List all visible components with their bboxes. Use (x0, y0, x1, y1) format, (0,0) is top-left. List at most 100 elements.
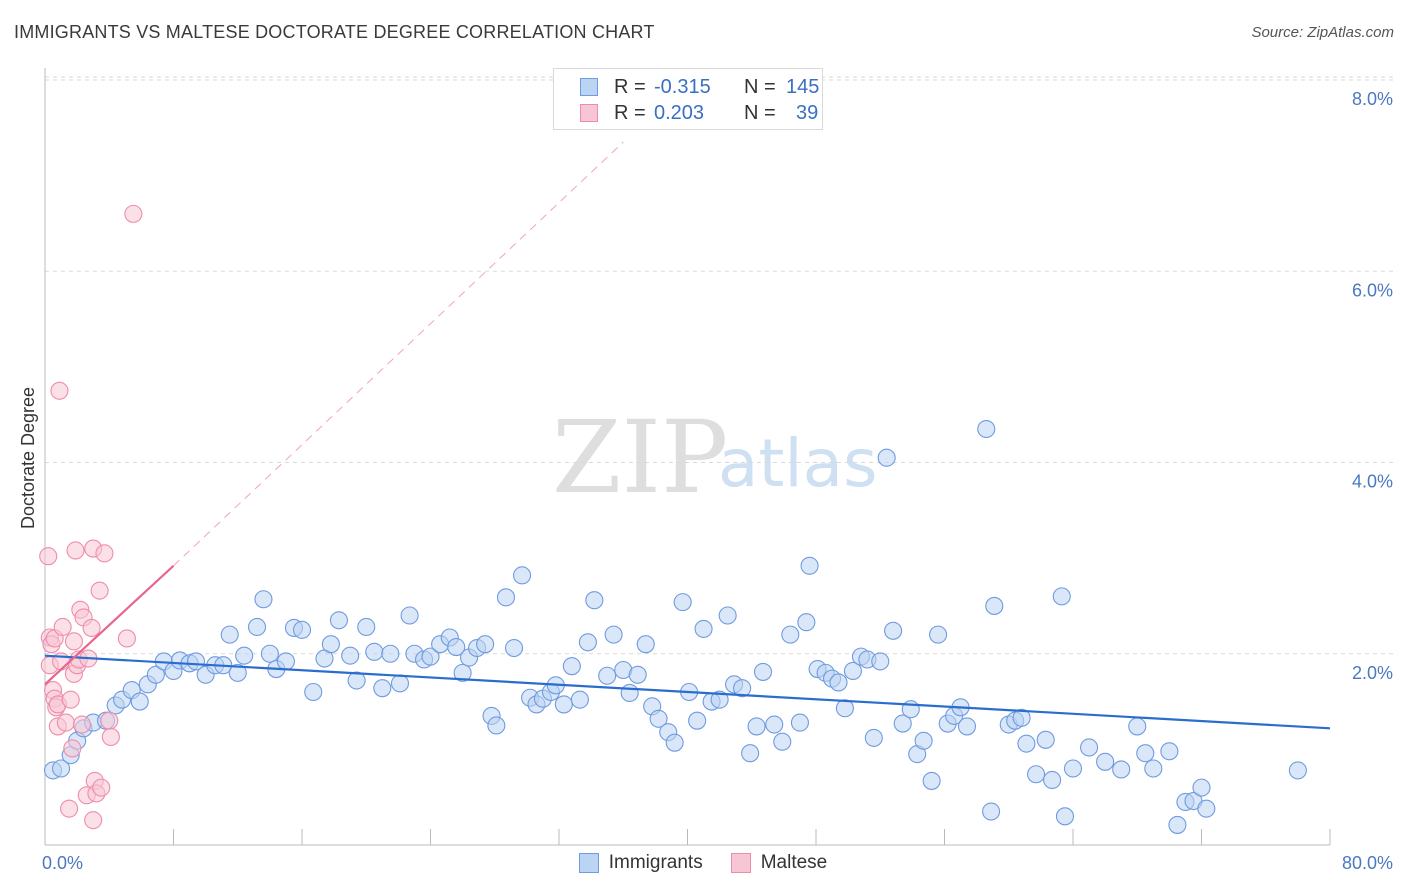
maltese-trend-extension (173, 141, 624, 567)
immigrants-point (1052, 587, 1071, 606)
immigrants-point (982, 802, 1001, 821)
immigrants-point (341, 646, 360, 665)
immigrants-point (254, 590, 273, 609)
immigrants-point (781, 625, 800, 644)
immigrants-point (800, 556, 819, 575)
maltese-point (117, 629, 136, 648)
immigrants-point (977, 419, 996, 439)
immigrants-point (476, 635, 495, 654)
immigrants-point (694, 619, 713, 638)
immigrants-point (1197, 799, 1216, 818)
maltese-point (100, 711, 119, 730)
immigrants-point (373, 679, 392, 698)
immigrants-point (1027, 765, 1046, 784)
immigrants-point (1096, 752, 1115, 771)
y-tick-label: 2.0% (1352, 663, 1393, 683)
immigrants-point (665, 733, 684, 752)
maltese-point (101, 727, 120, 746)
legend-n-label: N = (744, 101, 776, 124)
maltese-point (82, 618, 101, 637)
immigrants-point (790, 713, 809, 732)
maltese-point (124, 204, 143, 223)
immigrants-point (578, 633, 597, 652)
immigrants-point (673, 593, 692, 612)
immigrants-point (220, 625, 239, 644)
grid-layer (45, 76, 1395, 655)
immigrants-point (570, 690, 589, 709)
y-tick-label: 8.0% (1352, 89, 1393, 109)
maltese-point (53, 617, 72, 637)
maltese-point (61, 690, 80, 709)
series-swatch-maltese (730, 853, 751, 873)
immigrants-point (741, 744, 760, 763)
legend-swatch-immigrants (580, 78, 598, 96)
series-legend-maltese[interactable]: Maltese (730, 852, 827, 874)
y-axis-label: Doctorate Degree (18, 387, 38, 529)
axis-layer: 2.0% 4.0% 6.0% 8.0% 0.0% 80.0% (42, 68, 1393, 873)
immigrants-point (797, 613, 816, 632)
legend-r-value: -0.315 (654, 75, 711, 98)
immigrants-point (829, 673, 848, 692)
legend-r-label: R = (614, 101, 646, 124)
immigrants-point (871, 652, 890, 671)
maltese-point (39, 547, 58, 566)
immigrants-point (864, 728, 883, 747)
immigrants-point (400, 606, 419, 625)
immigrants-point (649, 709, 668, 728)
immigrants-point (554, 695, 573, 714)
immigrants-point (496, 588, 516, 607)
legend-row-maltese: R = 0.203 N = 39 (580, 101, 818, 125)
series-legend: Immigrants Maltese (0, 852, 1406, 874)
immigrants-point (718, 606, 737, 625)
trend-layer (44, 141, 1331, 730)
watermark-zip: ZIP (552, 399, 728, 516)
immigrants-point (504, 638, 524, 658)
series-legend-immigrants[interactable]: Immigrants (578, 852, 703, 874)
immigrants-point (347, 671, 366, 690)
immigrants-point (1288, 761, 1307, 780)
maltese-point (72, 715, 91, 734)
immigrants-point (1017, 734, 1036, 753)
immigrants-point (381, 644, 400, 663)
immigrants-point (604, 625, 623, 644)
immigrants-point (1160, 742, 1179, 761)
maltese-point (92, 778, 111, 797)
legend-swatch-maltese (580, 104, 598, 122)
y-tick-label: 6.0% (1352, 280, 1393, 300)
immigrants-point (1043, 770, 1062, 790)
immigrants-point (835, 699, 854, 718)
immigrants-point (487, 716, 506, 735)
immigrants-point (628, 665, 647, 684)
maltese-point (56, 713, 75, 732)
immigrants-point (235, 646, 254, 665)
immigrants-point (985, 596, 1004, 615)
immigrants-point (146, 665, 165, 684)
immigrants-point (747, 717, 766, 736)
immigrants-point (733, 679, 752, 698)
immigrants-point (753, 662, 773, 681)
source-label: Source: ZipAtlas.com (1251, 24, 1394, 41)
immigrants-point (884, 621, 903, 640)
immigrants-point (1112, 760, 1131, 779)
immigrants-point (247, 617, 267, 637)
immigrants-point (228, 663, 247, 682)
immigrants-point (620, 683, 639, 703)
immigrants-point (329, 611, 348, 630)
immigrants-point (1144, 759, 1163, 778)
maltese-point (60, 799, 79, 818)
immigrants-point (513, 566, 532, 585)
immigrants-point (893, 714, 912, 733)
legend-r-value: 0.203 (654, 101, 705, 124)
immigrants-point (585, 591, 604, 610)
immigrants-point (929, 625, 948, 644)
maltese-point (50, 381, 69, 400)
maltese-point (63, 739, 82, 758)
watermark-atlas: atlas (718, 425, 878, 502)
immigrants-point (365, 642, 384, 661)
immigrants-point (390, 674, 410, 693)
points-layer (39, 204, 1307, 834)
immigrants-point (260, 644, 279, 663)
immigrants-point (447, 638, 466, 657)
immigrants-point (914, 731, 933, 750)
immigrants-point (1192, 778, 1211, 797)
